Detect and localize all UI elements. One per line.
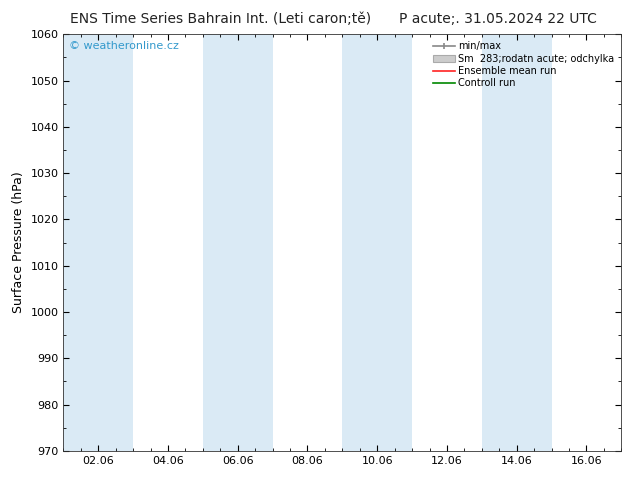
Text: P acute;. 31.05.2024 22 UTC: P acute;. 31.05.2024 22 UTC (399, 12, 597, 26)
Y-axis label: Surface Pressure (hPa): Surface Pressure (hPa) (12, 172, 25, 314)
Bar (63, 34, 133, 451)
Bar (342, 34, 412, 451)
Bar (482, 34, 552, 451)
Bar (203, 34, 273, 451)
Legend: min/max, Sm  283;rodatn acute; odchylka, Ensemble mean run, Controll run: min/max, Sm 283;rodatn acute; odchylka, … (431, 39, 616, 90)
Text: © weatheronline.cz: © weatheronline.cz (69, 41, 179, 50)
Text: ENS Time Series Bahrain Int. (Leti caron;tě): ENS Time Series Bahrain Int. (Leti caron… (70, 12, 371, 26)
